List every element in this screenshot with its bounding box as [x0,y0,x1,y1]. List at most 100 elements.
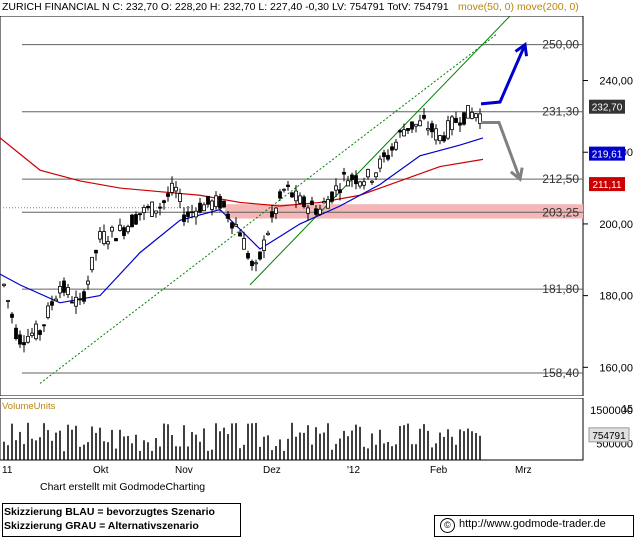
trendline-solid [249,16,511,286]
candle-body [394,141,398,150]
candle-body [130,214,134,228]
candle-body [370,180,374,183]
candle-body [222,200,226,208]
candle-body [138,213,142,216]
candle-body [230,222,234,229]
candle-body [254,262,258,265]
ma200-line [0,137,484,207]
candle-body [146,206,150,209]
price-badge-label-0: 232,70 [592,103,623,114]
level-label-0: 250,00 [542,38,579,52]
copyright-icon: © [440,518,455,533]
candle-body [438,135,442,142]
candle-body [206,195,210,205]
candle-body [410,121,414,130]
candle-body [66,287,70,295]
candle-body [6,300,10,302]
candle-body [358,181,362,187]
candle-body [270,211,274,218]
candle-body [234,224,238,227]
candle-body [94,249,98,254]
candle-body [178,193,182,203]
candle-body [346,180,350,187]
candle-body [374,172,378,178]
candle-body [466,105,470,119]
candle-body [14,327,18,340]
candle-body [274,207,278,214]
candle-body [210,200,214,210]
candle-body [302,196,306,208]
candle-body [278,191,282,199]
candle-body [150,201,154,217]
candle-body [170,182,174,193]
candle-body [82,291,86,302]
candle-body [366,168,370,178]
candle-body [386,154,390,160]
candle-body [354,175,358,185]
candle-body [474,113,478,119]
scenario-blue-arrow-head [514,42,528,57]
scenario-legend [2,503,241,537]
candle-body [90,256,94,271]
moving-average-legend: move(50, 0) move(200, 0) [458,1,579,13]
candle-body [174,186,178,192]
candle-body [462,112,466,125]
candle-body [30,332,34,336]
candle-body [50,301,54,306]
candle-body [442,135,446,142]
candle-body [398,130,402,133]
candle-body [402,129,406,137]
website-link-box[interactable] [434,515,634,537]
candle-body [110,226,114,232]
candle-body [226,213,230,219]
x-tick-label-4: '12 [347,465,361,476]
price-chart[interactable]: 250,00 231,30 212,50 203,25 181,80 158,40 160,… [0,16,637,396]
candle-body [18,334,22,345]
candle-body [2,283,6,286]
candle-body [118,224,122,231]
candle-body [406,128,410,131]
legend-blue-scenario: Skizzierung BLAU = bevorzugtes Szenario [4,506,215,518]
candle-body [414,123,418,127]
candle-body [306,207,310,214]
candle-body [258,251,262,260]
candle-body [126,226,130,233]
candle-body [106,241,110,245]
candle-body [430,123,434,133]
candle-body [294,190,298,202]
candle-body [322,201,326,204]
chart-header: ZURICH FINANCIAL N C: 232,70 O: 228,20 H… [0,0,637,16]
candle-body [102,231,106,244]
legend-gray-scenario: Skizzierung GRAU = Alternativszenario [4,520,199,532]
candle-body [250,260,254,267]
level-label-1: 231,30 [542,105,579,119]
candle-body [286,184,290,187]
candle-body [214,195,218,208]
candle-body [54,298,58,302]
volume-title: VolumeUnits [2,401,56,412]
scenario-blue-arrow-path [480,44,527,106]
x-tick-label-5: Feb [430,465,448,476]
price-badge-label-2: 211,11 [592,180,622,191]
candle-body [434,128,438,141]
candle-body [450,116,454,131]
candle-body [190,211,194,214]
level-label-3: 203,25 [542,205,579,219]
candle-body [186,211,190,217]
candle-body [266,232,270,236]
candle-body [26,335,30,343]
volume-tick-label-0: 1500000 [590,405,633,417]
candle-body [58,286,62,294]
x-tick-label-6: Mrz [515,465,532,476]
website-link[interactable]: http://www.godmode-trader.de [459,518,606,530]
candle-body [330,191,334,202]
candle-body [98,231,102,240]
candle-body [458,122,462,126]
x-tick-label-2: Nov [175,465,193,476]
x-tick-label-1: Okt [93,465,109,476]
scenario-gray-arrow-path [481,120,522,180]
candle-body [142,207,146,214]
candle-body [74,296,78,307]
candle-body [282,188,286,191]
